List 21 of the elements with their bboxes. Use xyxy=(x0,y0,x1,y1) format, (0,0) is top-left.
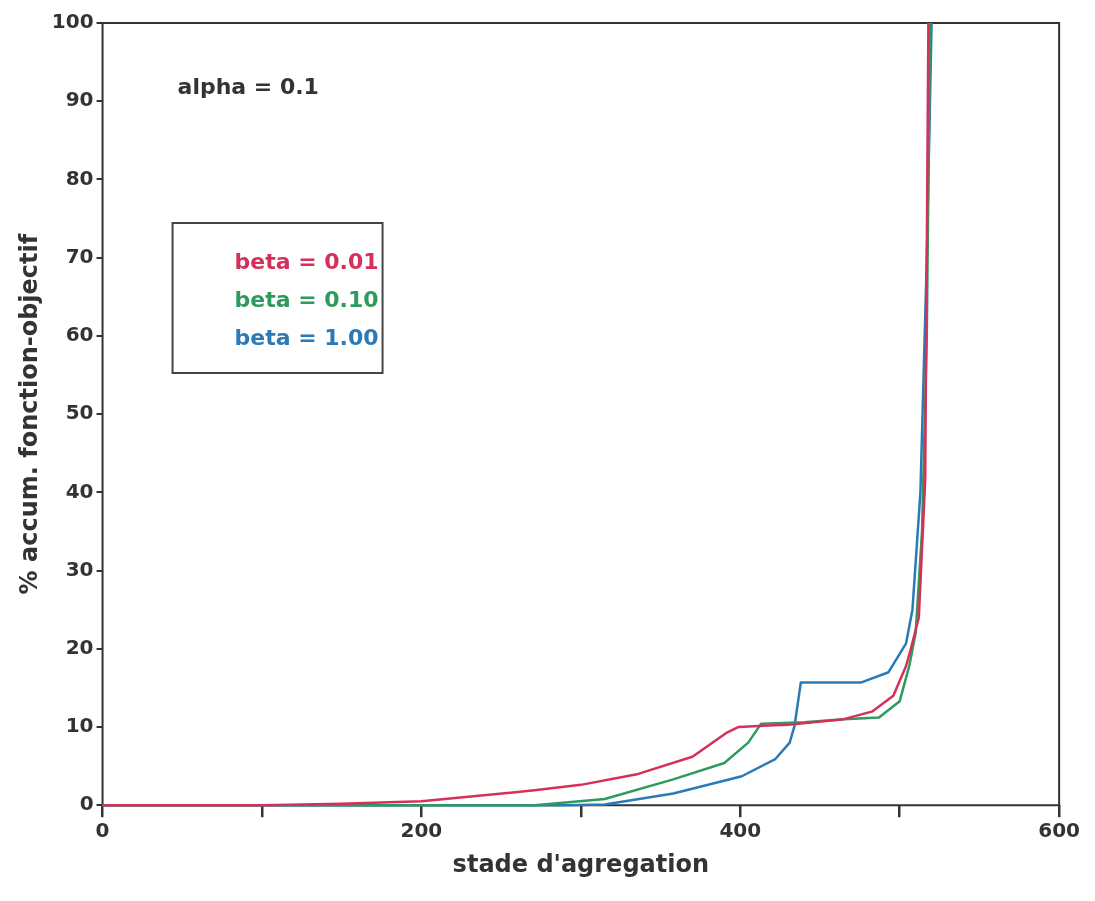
y-axis-title: % accum. fonction-objectif xyxy=(14,233,43,595)
y-tick-label: 70 xyxy=(65,243,94,268)
text: beta = 1.00 xyxy=(234,324,379,350)
y-tick-label: 50 xyxy=(65,400,94,425)
y-tick-label: 10 xyxy=(65,713,94,738)
x-tick-label: 600 xyxy=(1038,818,1080,843)
y-tick-label: 40 xyxy=(65,478,94,503)
text: beta = 0.10 xyxy=(234,286,379,312)
y-tick-label: 30 xyxy=(65,556,94,581)
y-tick-label: 0 xyxy=(79,791,94,816)
y-tick-label: 90 xyxy=(65,87,94,112)
y-tick-label: 100 xyxy=(51,9,94,34)
y-tick-label: 20 xyxy=(65,634,94,659)
text: beta = 0.01 xyxy=(234,248,379,274)
x-tick-label: 400 xyxy=(719,818,762,843)
y-tick-label: 80 xyxy=(65,165,94,190)
x-tick-label: 200 xyxy=(400,818,443,843)
annotation: alpha = 0.1 xyxy=(177,73,319,99)
y-tick-label: 60 xyxy=(65,322,94,347)
x-tick-label: 0 xyxy=(95,818,110,843)
x-axis-title: stade d'agregation xyxy=(452,849,710,878)
